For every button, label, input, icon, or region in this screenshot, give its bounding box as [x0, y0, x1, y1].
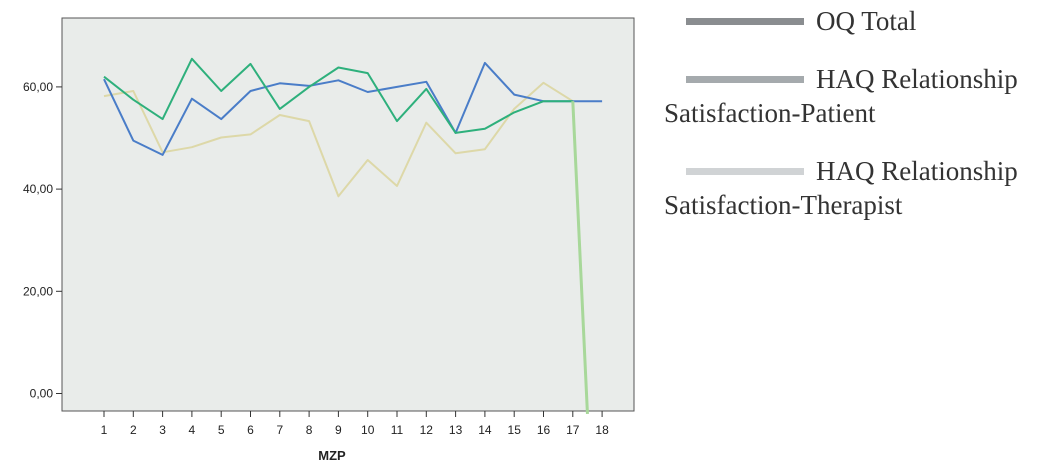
series-drop-line	[571, 101, 589, 415]
legend-item-oq-total: OQ Total	[664, 4, 1054, 38]
x-tick-label: 18	[595, 423, 609, 437]
x-tick-label: 13	[449, 423, 463, 437]
x-tick-label: 7	[276, 423, 283, 437]
plot-area	[61, 17, 635, 412]
y-tick-label: 20,00	[23, 284, 53, 298]
x-tick-label: 11	[391, 423, 404, 437]
x-tick-label: 6	[247, 423, 254, 437]
y-tick-label: 60,00	[23, 80, 53, 94]
x-tick-label: 16	[537, 423, 551, 437]
y-axis: 0,00 20,00 40,00 60,00	[23, 80, 62, 401]
x-tick-label: 3	[159, 423, 166, 437]
x-tick-label: 5	[218, 423, 225, 437]
legend-item-haq-therapist: HAQ Relationship Satisfaction-Therapist	[664, 154, 1054, 222]
x-tick-label: 2	[130, 423, 137, 437]
x-tick-label: 8	[306, 423, 313, 437]
legend-label-haq-patient: HAQ Relationship Satisfaction-Patient	[664, 64, 1018, 128]
x-tick-label: 14	[478, 423, 492, 437]
series-line-beige	[103, 81, 574, 198]
x-tick-label: 17	[566, 423, 580, 437]
x-tick-label: 12	[420, 423, 434, 437]
legend-item-haq-patient: HAQ Relationship Satisfaction-Patient	[664, 62, 1054, 130]
series-lines	[103, 57, 603, 415]
x-axis-title: MZP	[318, 448, 346, 463]
series-line-green	[103, 57, 573, 134]
x-tick-label: 9	[335, 423, 342, 437]
x-tick-label: 10	[361, 423, 375, 437]
x-axis: 1 2 3 4 5 6 7 8 9 10 11 12 13 14 15 16 17 18	[101, 411, 609, 437]
y-tick-label: 0,00	[30, 387, 54, 401]
legend-swatch-haq-therapist	[686, 168, 804, 175]
series-line-blue	[103, 61, 603, 156]
legend: OQ Total HAQ Relationship Satisfaction-P…	[664, 4, 1054, 222]
y-tick-label: 40,00	[23, 182, 53, 196]
legend-label-haq-therapist: HAQ Relationship Satisfaction-Therapist	[664, 156, 1018, 220]
x-tick-label: 1	[101, 423, 108, 437]
x-tick-label: 4	[189, 423, 196, 437]
legend-swatch-haq-patient	[686, 76, 804, 83]
legend-swatch-oq-total	[686, 18, 804, 25]
x-tick-label: 15	[508, 423, 522, 437]
legend-label-oq-total: OQ Total	[816, 6, 917, 36]
